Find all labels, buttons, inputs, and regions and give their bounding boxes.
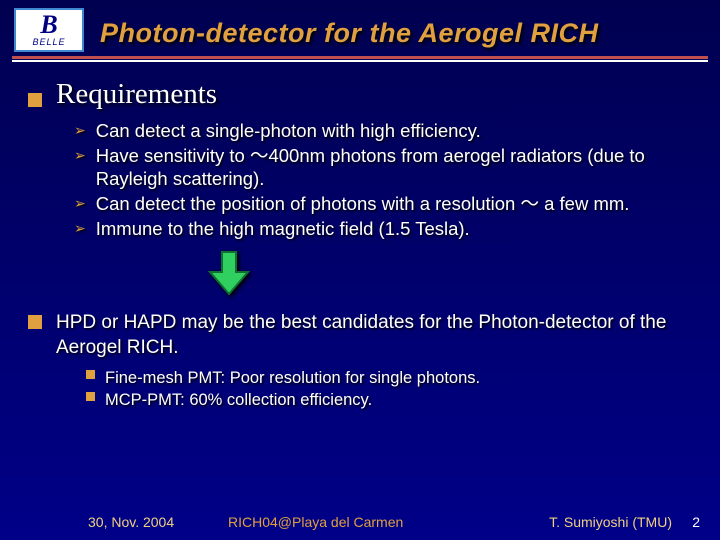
footer-page: 2 (672, 514, 700, 530)
logo-label: BELLE (32, 37, 65, 47)
title-rest: for the Aerogel RICH (316, 18, 599, 48)
list-item: Fine-mesh PMT: Poor resolution for singl… (86, 367, 700, 389)
footer: 30, Nov. 2004 RICH04@Playa del Carmen T.… (0, 514, 720, 530)
list-item: ➢ Immune to the high magnetic field (1.5… (74, 217, 700, 241)
arrow-bullet-icon: ➢ (74, 220, 86, 244)
bullet-square-icon (28, 93, 42, 107)
section1-heading: Requirements (56, 78, 217, 111)
requirements-list: ➢ Can detect a single-photon with high e… (74, 119, 700, 240)
title-rule-red (12, 56, 708, 59)
slide-title: Photon-detector for the Aerogel RICH (100, 18, 599, 49)
content-area: Requirements ➢ Can detect a single-photo… (28, 78, 700, 411)
bullet-square-sm-icon (86, 370, 95, 379)
list-item: ➢ Can detect a single-photon with high e… (74, 119, 700, 143)
item-text: Immune to the high magnetic field (1.5 T… (96, 217, 470, 241)
section2-body: HPD or HAPD may be the best candidates f… (56, 311, 700, 360)
candidates-list: Fine-mesh PMT: Poor resolution for singl… (86, 367, 700, 412)
title-rule-white (12, 60, 708, 62)
section2: HPD or HAPD may be the best candidates f… (28, 311, 700, 360)
item-text: Can detect a single-photon with high eff… (96, 119, 481, 143)
list-item: MCP-PMT: 60% collection efficiency. (86, 389, 700, 411)
logo-letter: B (40, 13, 57, 36)
bullet-square-icon (28, 315, 42, 329)
arrow-bullet-icon: ➢ (74, 122, 86, 146)
list-item: ➢ Can detect the position of photons wit… (74, 192, 700, 216)
arrow-bullet-icon: ➢ (74, 147, 86, 194)
section1-header: Requirements (28, 78, 700, 111)
item-text: Can detect the position of photons with … (96, 192, 630, 216)
list-item: ➢ Have sensitivity to ～400nm photons fro… (74, 144, 700, 191)
footer-author: T. Sumiyoshi (TMU) (512, 514, 672, 530)
item-text: Fine-mesh PMT: Poor resolution for singl… (105, 367, 480, 389)
footer-venue: RICH04@Playa del Carmen (220, 514, 512, 530)
footer-date: 30, Nov. 2004 (20, 514, 220, 530)
title-bold: Photon-detector (100, 18, 316, 48)
arrow-bullet-icon: ➢ (74, 195, 86, 219)
item-text: MCP-PMT: 60% collection efficiency. (105, 389, 372, 411)
belle-logo: B BELLE (14, 8, 84, 52)
down-arrow-icon (208, 250, 700, 301)
item-text: Have sensitivity to ～400nm photons from … (96, 144, 700, 191)
bullet-square-sm-icon (86, 392, 95, 401)
